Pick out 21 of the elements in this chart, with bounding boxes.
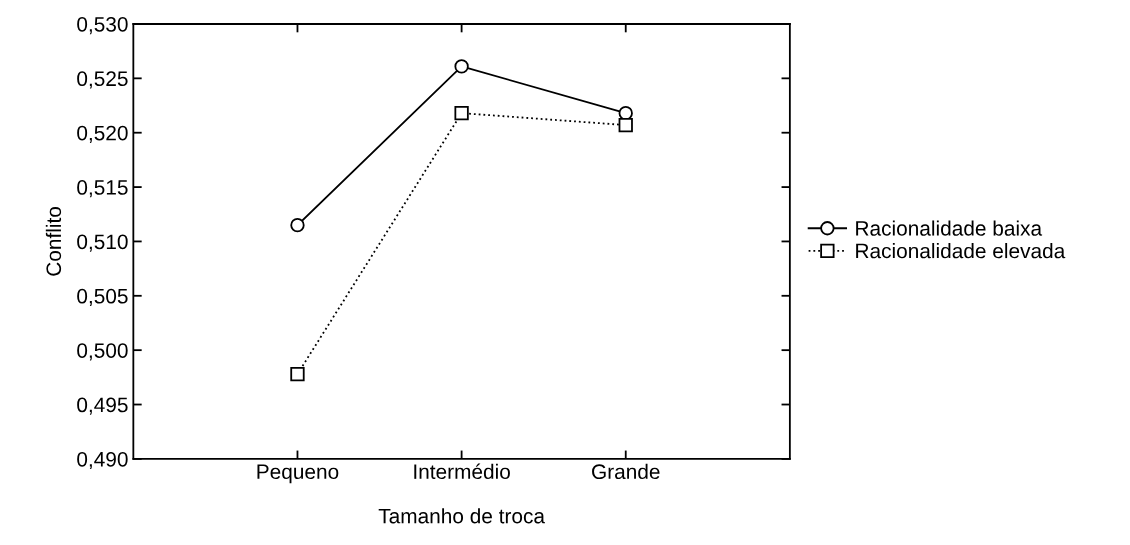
point [618, 117, 633, 133]
y-tick-label: 0,495 [77, 397, 128, 415]
y-tick-label: 0,505 [77, 288, 128, 307]
y-tick-label: 0,490 [77, 451, 128, 470]
legend-label: Racionalidade baixa [856, 220, 1043, 236]
point [454, 105, 469, 121]
y-tick-label: 0,530 [77, 16, 128, 35]
x-axis-title: Tamanho de troca [378, 508, 545, 524]
legend-label: Racionalidade elevada [856, 243, 1066, 259]
x-tick-label: Pequeno [257, 464, 339, 484]
point [454, 59, 469, 74]
y-tick-label: 0,500 [77, 343, 128, 361]
x-tick-label: Grande [592, 463, 660, 480]
y-tick-label: 0,515 [77, 180, 128, 198]
point [290, 366, 305, 382]
y-tick-label: 0,510 [77, 234, 128, 252]
y-tick-label: 0,520 [77, 125, 128, 143]
y-axis-title: Conflito [45, 206, 62, 276]
y-tick-label: 0,525 [77, 71, 128, 89]
point [290, 217, 305, 233]
x-tick-label: Intermédio [414, 463, 510, 480]
